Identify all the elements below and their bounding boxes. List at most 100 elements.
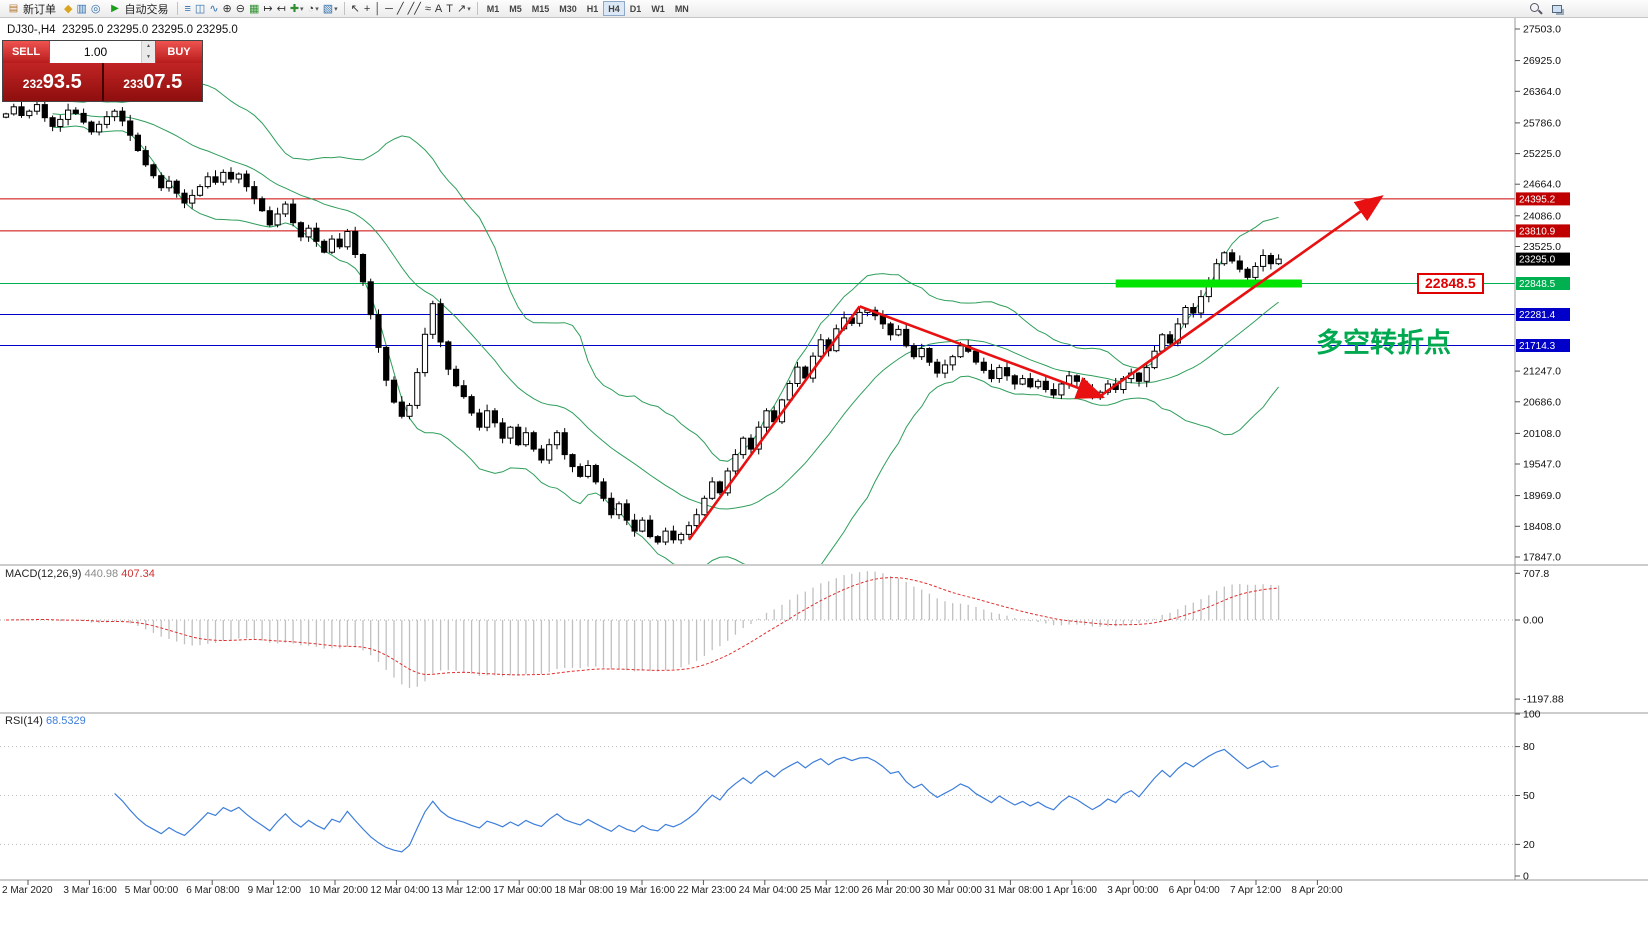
svg-text:20686.0: 20686.0 — [1523, 396, 1561, 408]
svg-text:1 Apr 16:00: 1 Apr 16:00 — [1046, 885, 1098, 896]
chart-shift-icon: ↤ — [276, 2, 286, 15]
svg-text:707.8: 707.8 — [1523, 568, 1549, 580]
text-button[interactable]: A — [433, 1, 444, 17]
svg-text:20108.0: 20108.0 — [1523, 428, 1561, 440]
svg-text:18969.0: 18969.0 — [1523, 490, 1561, 502]
timeframe-mn-button[interactable]: MN — [670, 1, 694, 16]
crosshair-button[interactable]: + — [362, 1, 372, 17]
dropdown-caret-icon[interactable]: ▾ — [334, 5, 338, 13]
svg-text:26364.0: 26364.0 — [1523, 86, 1561, 98]
price-annotation-box[interactable]: 22848.5 — [1417, 273, 1484, 294]
macd-panel — [0, 571, 1515, 688]
volume-input[interactable] — [50, 41, 141, 63]
candlestick-chart-button[interactable]: ◫ — [193, 1, 207, 17]
indicators-button[interactable]: ✚ ▾ — [288, 1, 306, 17]
svg-text:8 Apr 20:00: 8 Apr 20:00 — [1291, 885, 1343, 896]
svg-text:25225.0: 25225.0 — [1523, 148, 1561, 160]
timeframe-h4-button[interactable]: H4 — [603, 1, 625, 16]
macd-main-value: 440.98 — [84, 568, 119, 580]
horizontal-price-lines[interactable] — [0, 198, 1515, 346]
chart-shift-button[interactable]: ↤ — [275, 1, 288, 17]
support-highlight-bar[interactable] — [1115, 279, 1302, 288]
zoom-out-button[interactable]: ⊖ — [234, 1, 247, 17]
svg-text:18 Mar 08:00: 18 Mar 08:00 — [555, 885, 614, 896]
price-prefix: 233 — [123, 77, 144, 91]
timeframe-h1-button[interactable]: H1 — [582, 1, 604, 16]
toolbar-line-tools: ↖ + │ ─ ╱ ╱╱ ≈ A T ↗ ▾ — [349, 1, 473, 17]
dropdown-caret-icon[interactable]: ▾ — [300, 5, 304, 13]
volume-field: ▲ ▼ — [49, 41, 156, 63]
svg-text:23810.9: 23810.9 — [1519, 226, 1556, 237]
svg-text:22848.5: 22848.5 — [1519, 279, 1556, 290]
svg-text:3 Mar 16:00: 3 Mar 16:00 — [63, 885, 117, 896]
svg-text:12 Mar 04:00: 12 Mar 04:00 — [370, 885, 429, 896]
channel-icon: ╱╱ — [407, 2, 421, 15]
macd-name: MACD(12,26,9) — [5, 568, 82, 580]
sell-price[interactable]: 232 93.5 — [3, 63, 102, 101]
channel-button[interactable]: ╱╱ — [406, 1, 423, 17]
trend-arrows[interactable] — [687, 195, 1384, 541]
bar-chart-button[interactable]: ≡ — [182, 1, 192, 17]
timeframe-m15-button[interactable]: M15 — [527, 1, 555, 16]
chart-title: DJ30-,H4 23295.0 23295.0 23295.0 23295.0 — [7, 24, 238, 36]
svg-text:27503.0: 27503.0 — [1523, 24, 1561, 36]
periods-button[interactable]: ◔ ▾ — [306, 1, 321, 17]
trendline-icon: ╱ — [396, 2, 404, 15]
svg-text:21714.3: 21714.3 — [1519, 341, 1556, 352]
autotrading-button[interactable]: ▶ 自动交易 — [103, 1, 173, 17]
timeframe-m1-button[interactable]: M1 — [482, 1, 505, 16]
rsi-name: RSI(14) — [5, 715, 43, 727]
svg-text:21247.0: 21247.0 — [1523, 366, 1561, 378]
vertical-line-icon: │ — [374, 2, 382, 15]
search-icon[interactable] — [1529, 2, 1542, 15]
fibonacci-button[interactable]: ≈ — [423, 1, 433, 17]
volume-increase-button[interactable]: ▲ — [142, 41, 155, 52]
bar-chart-icon: ≡ — [184, 2, 191, 15]
dropdown-caret-icon[interactable]: ▾ — [467, 5, 471, 13]
toolbar-chart-icons: ≡ ◫ ∿ ⊕ ⊖ ▦ ↦ ↤ ✚ ▾ ◔ ▾ ▧ ▾ — [182, 1, 339, 17]
metaeditor-icon: ◆ — [64, 2, 73, 15]
arrows-button[interactable]: ↗ ▾ — [455, 1, 473, 17]
svg-text:20: 20 — [1523, 839, 1535, 851]
navigator-button[interactable]: ◎ — [89, 1, 103, 17]
volume-decrease-button[interactable]: ▼ — [142, 52, 155, 63]
svg-text:6 Mar 08:00: 6 Mar 08:00 — [186, 885, 240, 896]
bollinger-bands — [52, 78, 1279, 564]
buy-button[interactable]: BUY — [156, 41, 202, 63]
layers-icon[interactable] — [1552, 4, 1562, 13]
new-order-label: 新订单 — [23, 3, 56, 16]
svg-text:10 Mar 20:00: 10 Mar 20:00 — [309, 885, 368, 896]
sell-button[interactable]: SELL — [3, 41, 49, 63]
navigator-icon: ◎ — [90, 2, 101, 15]
trendline-button[interactable]: ╱ — [395, 1, 406, 17]
buy-price[interactable]: 233 07.5 — [103, 63, 202, 101]
horizontal-line-button[interactable]: ─ — [383, 1, 395, 17]
vertical-line-button[interactable]: │ — [372, 1, 383, 17]
turning-point-label[interactable]: 多空转折点 — [1316, 328, 1451, 358]
svg-text:100: 100 — [1523, 709, 1541, 721]
timeframe-m30-button[interactable]: M30 — [554, 1, 582, 16]
metaeditor-button[interactable]: ◆ — [62, 1, 74, 17]
label-button[interactable]: T — [444, 1, 455, 17]
market-watch-button[interactable]: ▥ — [74, 1, 88, 17]
dropdown-caret-icon[interactable]: ▾ — [315, 5, 319, 13]
svg-text:26925.0: 26925.0 — [1523, 55, 1561, 67]
timeframe-w1-button[interactable]: W1 — [646, 1, 670, 16]
cursor-button[interactable]: ↖ — [349, 1, 362, 17]
tile-windows-button[interactable]: ▦ — [247, 1, 261, 17]
timeframe-m5-button[interactable]: M5 — [504, 1, 527, 16]
line-chart-button[interactable]: ∿ — [207, 1, 220, 17]
toolbar-left-icons: ◆ ▥ ◎ — [62, 1, 102, 17]
timeframe-d1-button[interactable]: D1 — [625, 1, 647, 16]
price-axis-labels: 27503.0 26925.0 26364.0 25786.0 25225.0 24664… — [1515, 24, 1561, 564]
autotrading-icon: ▶ — [111, 3, 119, 14]
arrows-icon: ↗ — [456, 2, 467, 15]
zoom-in-button[interactable]: ⊕ — [221, 1, 234, 17]
autotrading-label: 自动交易 — [124, 3, 169, 16]
toolbar-separator — [476, 2, 478, 15]
new-order-button[interactable]: ▤ 新订单 — [2, 1, 61, 17]
auto-scroll-button[interactable]: ↦ — [261, 1, 274, 17]
templates-button[interactable]: ▧ ▾ — [321, 1, 340, 17]
